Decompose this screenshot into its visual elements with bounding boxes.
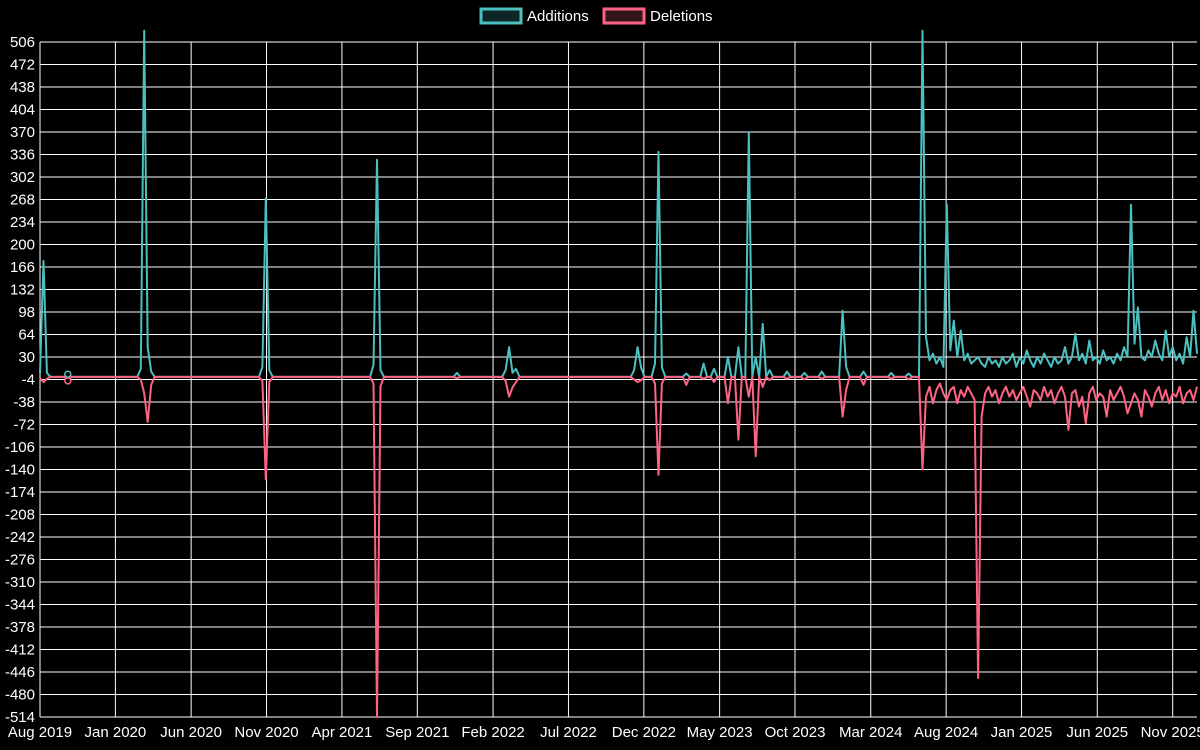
- y-tick-label: 200: [10, 237, 35, 254]
- y-tick-label: 506: [10, 34, 35, 51]
- series-lines: [39, 29, 1198, 718]
- x-tick-label: Aug 2024: [914, 724, 978, 741]
- y-tick-label: -140: [5, 462, 35, 479]
- y-tick-label: -208: [5, 507, 35, 524]
- x-tick-label: Nov 2020: [234, 724, 298, 741]
- y-tick-label: -344: [5, 597, 35, 614]
- y-tick-label: -4: [22, 372, 35, 389]
- y-tick-label: -242: [5, 529, 35, 546]
- x-tick-label: Feb 2022: [461, 724, 524, 741]
- y-tick-label: 30: [18, 349, 35, 366]
- y-tick-label: 336: [10, 147, 35, 164]
- legend-item-additions[interactable]: Additions: [479, 7, 589, 25]
- x-tick-label: Dec 2022: [612, 724, 676, 741]
- axis-labels: 506 472 438 404 370 336 302 268 234 200 166 132 98 64…: [5, 34, 1200, 741]
- y-tick-label: -514: [5, 709, 35, 726]
- legend-additions-swatch: [479, 7, 523, 25]
- legend-deletions-swatch: [602, 7, 646, 25]
- y-tick-label: -72: [13, 417, 35, 434]
- deletions-line: [39, 375, 1198, 718]
- x-tick-label: Jul 2022: [540, 724, 597, 741]
- x-tick-label: Jan 2020: [85, 724, 147, 741]
- x-tick-label: Jun 2020: [160, 724, 222, 741]
- y-tick-label: 302: [10, 169, 35, 186]
- additions-point-marker: [64, 370, 72, 378]
- y-tick-label: -106: [5, 439, 35, 456]
- y-tick-label: -412: [5, 642, 35, 659]
- x-tick-label: Nov 2025: [1141, 724, 1200, 741]
- x-tick-label: Apr 2021: [311, 724, 372, 741]
- y-tick-label: -480: [5, 687, 35, 704]
- legend-additions-label: Additions: [527, 8, 589, 25]
- y-tick-label: -446: [5, 664, 35, 681]
- x-tick-label: Jan 2025: [991, 724, 1053, 741]
- y-tick-label: 268: [10, 192, 35, 209]
- deletions-point-marker: [64, 377, 72, 385]
- legend-item-deletions[interactable]: Deletions: [602, 7, 713, 25]
- x-tick-label: Mar 2024: [839, 724, 902, 741]
- gridlines: [39, 41, 1197, 718]
- x-tick-label: May 2023: [687, 724, 753, 741]
- y-tick-label: -378: [5, 619, 35, 636]
- y-tick-label: 234: [10, 214, 35, 231]
- y-tick-label: 166: [10, 259, 35, 276]
- y-tick-label: -174: [5, 484, 35, 501]
- y-tick-label: -38: [13, 394, 35, 411]
- x-tick-label: Aug 2019: [8, 724, 72, 741]
- y-tick-label: 404: [10, 102, 35, 119]
- y-tick-label: 370: [10, 124, 35, 141]
- y-tick-label: -310: [5, 574, 35, 591]
- y-tick-label: 98: [18, 304, 35, 321]
- legend-deletions-label: Deletions: [650, 8, 713, 25]
- x-tick-label: Sep 2021: [385, 724, 449, 741]
- y-tick-label: 64: [18, 327, 35, 344]
- x-tick-label: Oct 2023: [765, 724, 826, 741]
- y-tick-label: 132: [10, 282, 35, 299]
- y-tick-label: -276: [5, 552, 35, 569]
- legend: Additions Deletions: [479, 7, 713, 25]
- y-tick-label: 438: [10, 79, 35, 96]
- y-tick-label: 472: [10, 57, 35, 74]
- x-tick-label: Jun 2025: [1066, 724, 1128, 741]
